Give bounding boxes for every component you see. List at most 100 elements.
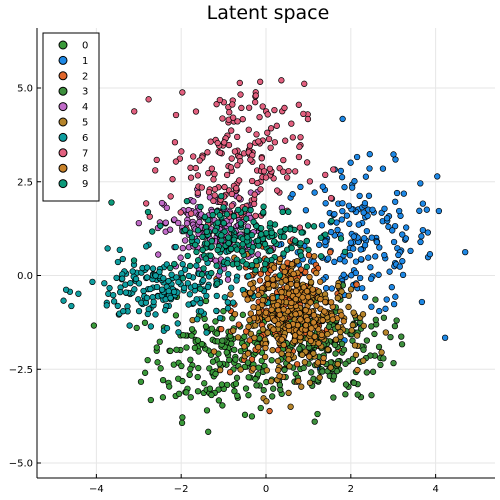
point-series-1 <box>359 285 366 292</box>
point-series-1 <box>383 215 391 222</box>
point-series-3 <box>371 330 378 338</box>
point-series-8 <box>280 341 287 349</box>
point-series-9 <box>194 257 202 264</box>
point-series-6 <box>119 255 126 263</box>
point-series-9 <box>237 220 244 227</box>
data-points <box>60 77 469 435</box>
point-series-7 <box>265 135 273 143</box>
point-series-0 <box>179 414 186 421</box>
point-series-6 <box>213 292 220 300</box>
point-series-3 <box>368 392 375 399</box>
point-series-9 <box>171 260 178 268</box>
point-series-0 <box>241 411 249 418</box>
point-series-6 <box>197 300 204 307</box>
point-series-5 <box>332 336 340 343</box>
point-series-5 <box>350 309 357 316</box>
point-series-7 <box>330 166 337 173</box>
point-series-1 <box>363 227 370 235</box>
point-series-0 <box>216 360 223 367</box>
point-series-8 <box>318 331 325 339</box>
point-series-8 <box>262 344 269 352</box>
point-series-8 <box>322 298 329 306</box>
point-series-1 <box>339 115 346 123</box>
point-series-1 <box>368 303 375 310</box>
point-series-6 <box>140 287 147 295</box>
point-series-9 <box>243 215 250 222</box>
point-series-9 <box>193 248 200 256</box>
point-series-1 <box>386 268 393 275</box>
point-series-1 <box>376 244 383 251</box>
y-tick-label: −5.0 <box>9 459 33 470</box>
point-series-0 <box>188 332 195 339</box>
point-series-0 <box>201 380 208 387</box>
point-series-5 <box>286 363 293 370</box>
point-series-3 <box>308 369 315 376</box>
point-series-9 <box>268 229 275 236</box>
point-series-6 <box>149 265 157 272</box>
point-series-9 <box>282 226 289 233</box>
point-series-6 <box>178 269 185 277</box>
grid-lines <box>37 28 495 478</box>
point-series-1 <box>390 300 398 308</box>
point-series-5 <box>298 383 305 390</box>
point-series-5 <box>327 364 334 371</box>
point-series-0 <box>157 365 164 372</box>
point-series-5 <box>334 323 342 331</box>
point-series-8 <box>291 332 299 339</box>
point-series-9 <box>192 241 199 249</box>
point-series-8 <box>291 337 298 344</box>
point-series-9 <box>157 222 164 229</box>
point-series-5 <box>353 332 361 339</box>
point-series-9 <box>167 264 174 272</box>
point-series-1 <box>403 224 410 231</box>
point-series-6 <box>167 294 174 302</box>
point-series-1 <box>389 227 396 234</box>
point-series-0 <box>178 419 186 427</box>
point-series-0 <box>187 394 194 401</box>
point-series-7 <box>178 148 185 155</box>
point-series-7 <box>190 153 197 160</box>
point-series-0 <box>187 356 194 363</box>
point-series-1 <box>419 226 427 234</box>
point-series-1 <box>399 258 406 265</box>
point-series-7 <box>278 77 285 84</box>
point-series-2 <box>248 356 256 363</box>
legend-marker-6 <box>58 132 68 142</box>
point-series-7 <box>169 176 176 183</box>
point-series-7 <box>285 167 292 175</box>
point-series-9 <box>183 198 191 205</box>
point-series-1 <box>347 239 355 246</box>
point-series-9 <box>322 231 329 238</box>
point-series-6 <box>216 314 224 322</box>
point-series-6 <box>119 275 126 282</box>
point-series-9 <box>328 217 335 225</box>
x-tick-label: −4 <box>89 484 104 495</box>
point-series-7 <box>258 155 265 162</box>
point-series-7 <box>248 177 256 185</box>
point-series-4 <box>163 204 171 211</box>
point-series-8 <box>241 343 248 350</box>
point-series-0 <box>175 390 183 397</box>
point-series-9 <box>303 263 310 270</box>
point-series-8 <box>292 311 299 318</box>
point-series-0 <box>172 312 180 319</box>
point-series-7 <box>229 101 236 108</box>
point-series-7 <box>213 101 220 108</box>
point-series-0 <box>137 378 145 385</box>
point-series-7 <box>255 138 262 145</box>
point-series-9 <box>208 237 215 245</box>
point-series-9 <box>199 246 206 254</box>
point-series-0 <box>167 347 174 355</box>
point-series-5 <box>310 350 317 357</box>
point-series-3 <box>281 366 288 374</box>
point-series-5 <box>349 321 356 329</box>
point-series-6 <box>114 258 122 266</box>
point-series-9 <box>234 206 242 214</box>
point-series-9 <box>220 204 227 211</box>
point-series-8 <box>259 297 266 304</box>
point-series-0 <box>187 365 194 373</box>
point-series-1 <box>417 180 424 187</box>
point-series-8 <box>340 318 347 325</box>
point-series-6 <box>127 280 134 287</box>
point-series-1 <box>352 269 360 277</box>
